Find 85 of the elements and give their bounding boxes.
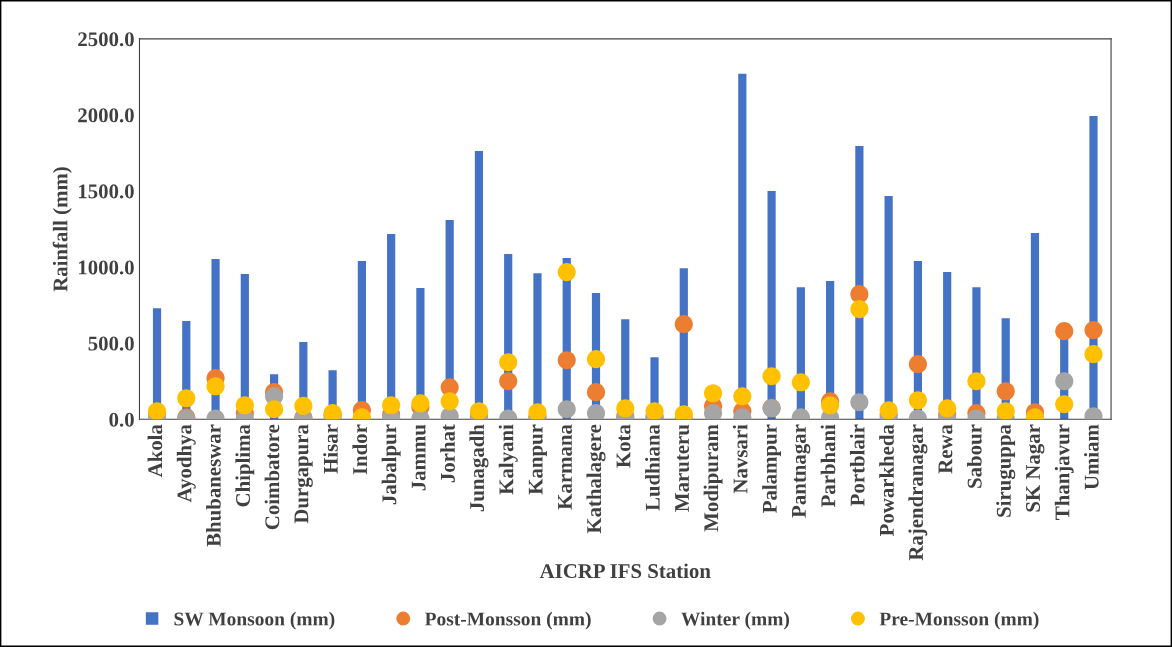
x-tick-label: Parbhani xyxy=(820,424,836,508)
point xyxy=(996,382,1015,401)
y-tick-label: 1000.0 xyxy=(78,260,134,275)
x-tick-label: Powarkheda xyxy=(879,424,894,537)
x-tick-label: Palampur xyxy=(762,424,782,513)
point xyxy=(528,403,547,420)
point xyxy=(206,377,225,396)
point xyxy=(1055,372,1074,391)
x-tick-label: Chiplima xyxy=(235,424,255,507)
x-tick-label: Kathalagere xyxy=(586,424,606,534)
y-tick-label: 2000.0 xyxy=(78,108,134,123)
point xyxy=(1055,322,1074,341)
point xyxy=(850,300,869,319)
x-tick-label: Pantnagar xyxy=(792,424,811,518)
x-tick-label: Junagadh xyxy=(469,424,489,512)
point xyxy=(821,396,840,415)
point xyxy=(704,404,723,420)
x-tick-label: Kalyani xyxy=(498,424,518,495)
x-tick-label: Bhubaneswar xyxy=(206,424,221,547)
x-tick-label: Navsari xyxy=(732,424,748,494)
legend-label: SW Monsoon (mm) xyxy=(174,611,335,630)
x-tick-label: Ludhiana xyxy=(645,424,660,511)
x-tick-label: Thanjavur xyxy=(1054,424,1074,520)
point xyxy=(762,367,781,386)
legend-label: Post-Monsson (mm) xyxy=(424,611,591,630)
point xyxy=(557,263,576,282)
x-tick-label: Jorhat xyxy=(440,424,455,483)
y-tick-label: 2500.0 xyxy=(78,32,134,47)
point xyxy=(791,373,810,392)
x-tick-label: Hisar xyxy=(323,424,338,474)
x-tick-label: Kanpur xyxy=(528,424,547,495)
point xyxy=(674,315,693,334)
point xyxy=(1055,395,1074,414)
x-tick-label: Rajendranagar xyxy=(908,424,928,561)
point xyxy=(908,355,927,374)
x-tick-label: Maruteru xyxy=(675,424,690,512)
x-tick-label: Sabour xyxy=(966,424,982,488)
x-tick-label: Ayodhya xyxy=(176,424,196,503)
point xyxy=(235,396,254,415)
legend-label: Winter (mm) xyxy=(681,611,790,630)
y-axis-title: Rainfall (mm) xyxy=(52,167,72,292)
x-axis-title: AICRP IFS Station xyxy=(539,563,711,579)
x-tick-label: Siruguppa xyxy=(996,424,1016,517)
point xyxy=(440,392,459,411)
point xyxy=(1084,321,1103,340)
point xyxy=(586,404,606,420)
point xyxy=(967,372,986,391)
point xyxy=(265,400,284,419)
point xyxy=(294,396,313,415)
point xyxy=(177,389,196,408)
point xyxy=(996,402,1015,420)
x-tick-label: Umiam xyxy=(1084,424,1099,490)
point xyxy=(645,402,664,420)
x-tick-label: Jammu xyxy=(411,424,426,491)
legend-label: Pre-Monsson (mm) xyxy=(879,611,1039,630)
x-tick-label: Modipuram xyxy=(703,424,723,532)
point xyxy=(1084,345,1103,364)
x-tick-label: Indor xyxy=(352,424,368,475)
point xyxy=(469,402,488,420)
point xyxy=(557,400,576,419)
y-tick-label: 500.0 xyxy=(88,336,134,351)
point xyxy=(879,401,898,420)
point xyxy=(616,399,635,418)
point xyxy=(586,383,606,402)
point xyxy=(499,372,518,391)
x-tick-label: Akola xyxy=(147,424,163,478)
x-tick-label: Jabalpur xyxy=(381,424,401,505)
x-tick-label: Portblair xyxy=(849,424,865,506)
x-tick-label: Rewa xyxy=(938,424,953,474)
point xyxy=(557,351,576,370)
x-tick-label: Kota xyxy=(616,424,631,468)
point xyxy=(908,391,927,410)
point xyxy=(704,384,723,403)
point xyxy=(586,350,606,369)
y-tick-label: 0.0 xyxy=(109,412,134,427)
point xyxy=(733,387,752,406)
x-tick-label: Durgapura xyxy=(294,424,313,524)
point xyxy=(938,399,957,418)
x-tick-label: Coimbatore xyxy=(264,424,280,530)
x-tick-label: SK Nagar xyxy=(1026,424,1045,512)
point xyxy=(499,353,518,372)
x-tick-label: Karmana xyxy=(558,424,572,510)
point xyxy=(382,396,401,415)
point xyxy=(850,393,869,412)
y-tick-label: 1500.0 xyxy=(78,184,134,199)
